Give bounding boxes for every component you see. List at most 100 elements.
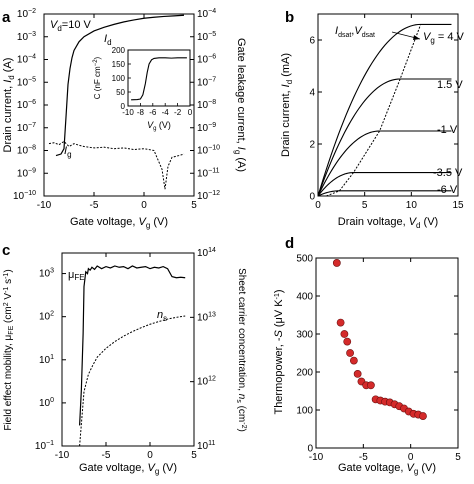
saturation-arrowhead xyxy=(413,35,420,40)
panel-a-x-tick-label: 5 xyxy=(191,200,197,211)
panel-b-y-tick-label: 6 xyxy=(309,36,315,47)
panel-b-y-ticks: 0 2 4 6 xyxy=(309,36,458,203)
panel-c-y-left-tick-label: 100 xyxy=(39,397,54,409)
panel-d-y-label: Thermopower, -S (μV K-1) xyxy=(273,289,285,414)
mobility-curve xyxy=(79,265,186,426)
panel-c-y-label-right: Sheet carrier concentration, ns (cm-2) xyxy=(235,268,247,432)
panel-a-y-left-tick-label: 10−5 xyxy=(17,76,36,88)
panel-d-x-label: Gate voltage, Vg (V) xyxy=(338,462,436,476)
panel-letter-c: c xyxy=(2,242,10,259)
capacitance-inset: -10 -8 -6 -4 -2 0 0 50 100 150 200 C (nF cm−2) Vg… xyxy=(93,46,193,132)
panel-b-x-tick-label: 0 xyxy=(315,200,321,211)
panel-a-y-right-tick-label: 10−10 xyxy=(197,145,220,157)
panel-c-y-label-left: Field effect mobility, μFE (cm2 V-1 s-1) xyxy=(3,269,15,430)
vg-m6v-label: -6 V xyxy=(437,184,458,196)
inset-x-tick-label: 0 xyxy=(188,108,193,117)
panel-a-x-tick-label: -10 xyxy=(37,200,52,211)
inset-y-tick-label: 0 xyxy=(121,102,126,111)
panel-a-y-left-tick-label: 10−7 xyxy=(17,122,36,134)
panel-d-y-tick-label: 300 xyxy=(296,330,313,341)
ns-label: ns xyxy=(157,309,167,323)
panel-a-y-ticks-left: 10−10 10−9 10−8 10−7 10−6 10−5 10−4 10−3 10−2 xyxy=(13,8,48,202)
thermopower-point xyxy=(353,369,362,378)
thermopower-point xyxy=(419,412,427,420)
panel-a-x-ticks: -10 -5 0 5 xyxy=(37,14,197,211)
panel-d-frame xyxy=(315,257,459,449)
inset-y-tick-label: 100 xyxy=(112,74,126,83)
saturation-locus xyxy=(326,24,422,197)
panel-d-y-ticks: 0 100 200 300 400 500 xyxy=(296,254,458,455)
panel-a-y-left-tick-label: 10−2 xyxy=(17,8,36,20)
output-curve xyxy=(317,78,452,197)
panel-b-x-label: Drain voltage, Vd (V) xyxy=(338,216,438,230)
panel-c-frame xyxy=(61,252,195,447)
panel-a-y-left-tick-label: 10−4 xyxy=(17,54,36,66)
thermopower-point xyxy=(349,356,358,365)
inset-y-ticks: 0 50 100 150 200 xyxy=(112,46,131,111)
thermopower-point xyxy=(367,381,375,390)
panel-b-x-tick-label: 10 xyxy=(406,200,418,211)
inset-x-tick-label: -4 xyxy=(162,108,170,117)
panel-b-y-tick-label: 2 xyxy=(309,140,315,151)
panel-b-frame xyxy=(317,13,459,197)
panel-b-x-ticks: 0 5 10 15 xyxy=(315,14,464,211)
capacitance-curve xyxy=(131,57,187,101)
inset-frame xyxy=(127,49,191,107)
panel-b: b 0 5 10 15 0 2 4 6 Idsat,Vdsat Vg = 4 V 1.5 V… xyxy=(280,9,465,230)
vg-m1v-label: -1 V xyxy=(437,124,458,136)
panel-c-y-left-tick-label: 103 xyxy=(39,268,54,280)
inset-y-tick-label: 150 xyxy=(112,60,126,69)
inset-x-tick-label: -8 xyxy=(137,108,145,117)
panel-c-y-ticks-left: 10−1 100 101 102 103 xyxy=(35,268,66,452)
output-curve xyxy=(317,23,452,197)
panel-d-y-tick-label: 100 xyxy=(296,406,313,417)
carrier-concentration-curve xyxy=(79,315,186,447)
panel-letter-b: b xyxy=(285,9,294,26)
vg-m3-5v-label: -3.5 V xyxy=(433,167,463,179)
panel-a-y-ticks-right: 10−12 10−11 10−10 10−9 10−8 10−7 10−6 10−5 10−4 xyxy=(190,8,220,202)
panel-a-y-right-tick-label: 10−9 xyxy=(197,122,216,134)
panel-d-y-tick-label: 0 xyxy=(307,444,313,455)
panel-d-x-tick-label: -5 xyxy=(359,452,368,463)
panel-d-x-ticks: -10 -5 0 5 xyxy=(309,258,461,463)
thermopower-point xyxy=(340,330,349,338)
panel-a-y-label-left: Drain current, Id (A) xyxy=(2,58,16,153)
panel-d-y-tick-label: 400 xyxy=(296,292,313,303)
output-curve xyxy=(317,190,452,197)
panel-b-y-label: Drain current, Id (mA) xyxy=(280,53,294,157)
panel-c-y-right-tick-label: 1011 xyxy=(197,440,215,452)
idsat-vdsat-label: Idsat,Vdsat xyxy=(335,25,375,39)
vd-annotation: Vd=10 V xyxy=(50,19,92,33)
panel-d-x-tick-label: 0 xyxy=(408,452,414,463)
panel-d-x-tick-label: 5 xyxy=(455,452,461,463)
panel-a-y-right-tick-label: 10−11 xyxy=(197,167,220,179)
inset-x-ticks: -10 -8 -6 -4 -2 0 xyxy=(122,103,193,117)
thermopower-point xyxy=(343,337,352,346)
panel-c-x-tick-label: -5 xyxy=(102,450,111,461)
panel-a-x-label: Gate voltage, Vg (V) xyxy=(70,216,168,230)
inset-y-tick-label: 50 xyxy=(116,88,125,97)
thermopower-point xyxy=(346,349,354,357)
inset-x-tick-label: -2 xyxy=(174,108,182,117)
panel-c-y-left-tick-label: 10−1 xyxy=(35,440,54,452)
inset-y-label: C (nF cm−2) xyxy=(93,56,102,99)
panel-d-y-tick-label: 500 xyxy=(296,254,313,265)
panel-a-x-tick-label: 0 xyxy=(141,200,147,211)
panel-a-y-right-tick-label: 10−4 xyxy=(197,8,216,20)
inset-x-tick-label: -6 xyxy=(149,108,157,117)
panel-a-y-right-tick-label: 10−5 xyxy=(197,31,216,43)
panel-a-x-tick-label: -5 xyxy=(90,200,99,211)
panel-a-y-right-tick-label: 10−8 xyxy=(197,99,216,111)
panel-d-y-tick-label: 200 xyxy=(296,368,313,379)
panel-c-x-tick-label: 5 xyxy=(191,450,197,461)
panel-a: a -10 -5 0 5 10−1010−910−810−710−610−510−41… xyxy=(2,8,247,230)
panel-b-y-tick-label: 4 xyxy=(309,88,315,99)
ig-label: Ig xyxy=(64,145,72,159)
inset-x-tick-label: -10 xyxy=(122,108,134,117)
panel-a-y-left-tick-label: 10−10 xyxy=(13,190,36,202)
panel-d-x-tick-label: -10 xyxy=(309,452,324,463)
id-curve xyxy=(55,14,185,157)
